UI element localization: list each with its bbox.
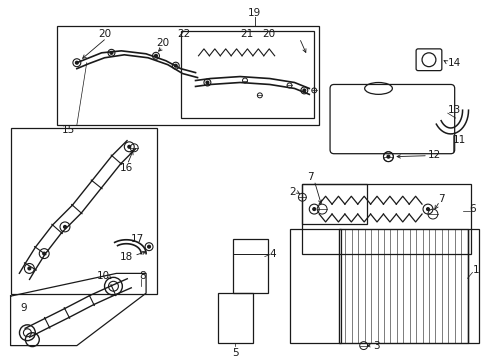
Bar (218, 293, 252, 343)
Circle shape (154, 54, 157, 57)
Text: 14: 14 (447, 58, 460, 68)
Bar (302, 184, 469, 253)
Circle shape (63, 225, 66, 228)
Text: 7: 7 (437, 194, 444, 204)
Circle shape (205, 81, 208, 84)
Circle shape (312, 208, 315, 211)
Text: 20: 20 (99, 29, 111, 39)
Circle shape (127, 145, 130, 148)
Text: 19: 19 (248, 8, 261, 18)
Circle shape (75, 61, 78, 64)
Bar (11, 128, 157, 294)
Bar (233, 239, 267, 293)
Bar (181, 31, 314, 118)
Text: 13: 13 (447, 105, 460, 115)
Text: 7: 7 (306, 172, 313, 183)
Circle shape (28, 267, 31, 270)
Text: 16: 16 (119, 163, 132, 172)
Text: 1: 1 (471, 265, 478, 275)
Text: 10: 10 (96, 271, 109, 282)
Text: 9: 9 (20, 303, 27, 313)
Text: 15: 15 (62, 125, 75, 135)
Text: 12: 12 (427, 150, 440, 160)
Bar (338, 229, 467, 343)
Text: 17: 17 (131, 234, 144, 244)
Circle shape (147, 245, 150, 248)
Circle shape (174, 64, 177, 67)
Text: 22: 22 (177, 29, 191, 39)
Circle shape (302, 89, 305, 92)
Text: 4: 4 (269, 249, 276, 258)
Text: 6: 6 (468, 204, 475, 214)
Circle shape (386, 155, 389, 158)
Text: 21: 21 (240, 29, 253, 39)
Text: 2: 2 (288, 187, 295, 197)
Bar (289, 229, 340, 343)
Text: 18: 18 (119, 252, 132, 262)
Text: 8: 8 (139, 271, 145, 282)
Circle shape (426, 208, 428, 211)
Bar (57, 26, 319, 125)
Text: 3: 3 (373, 341, 380, 351)
Circle shape (110, 51, 113, 54)
Text: 11: 11 (452, 135, 465, 145)
Text: 20: 20 (261, 29, 274, 39)
Text: 20: 20 (156, 38, 169, 48)
Circle shape (42, 252, 45, 255)
Bar (467, 229, 478, 343)
Bar (302, 184, 366, 224)
Text: 5: 5 (231, 347, 238, 357)
